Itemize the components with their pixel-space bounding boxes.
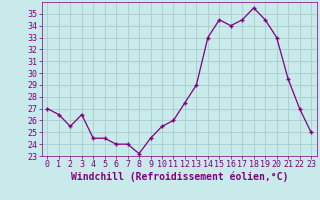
X-axis label: Windchill (Refroidissement éolien,°C): Windchill (Refroidissement éolien,°C): [70, 172, 288, 182]
